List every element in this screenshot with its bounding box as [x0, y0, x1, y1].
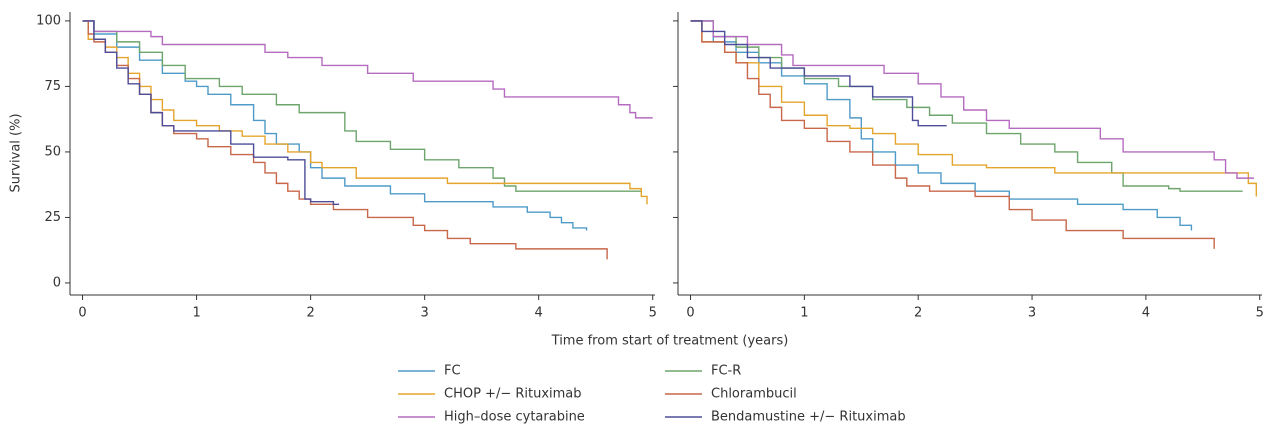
- x-tick-label: 1: [192, 306, 200, 321]
- survival-curve: [82, 20, 642, 192]
- legend-label: CHOP +/− Rituximab: [444, 387, 582, 402]
- y-axis-label: Survival (%): [9, 113, 24, 192]
- x-tick-label: 3: [1028, 306, 1036, 321]
- x-tick-label: 4: [535, 306, 543, 321]
- survival-curve: [690, 20, 1255, 179]
- y-tick-label: 75: [44, 79, 61, 94]
- x-tick-label: 5: [649, 306, 657, 321]
- x-tick-label: 4: [1142, 306, 1150, 321]
- y-tick-label: 25: [44, 210, 61, 225]
- legend-label: High–dose cytarabine: [444, 410, 585, 425]
- survival-curve: [690, 20, 1215, 249]
- x-tick-label: 1: [800, 306, 808, 321]
- survival-curve: [690, 20, 1258, 197]
- y-tick-label: 50: [44, 144, 61, 159]
- x-tick-label: 3: [421, 306, 429, 321]
- y-tick-label: 0: [53, 275, 61, 290]
- x-tick-label: 2: [914, 306, 922, 321]
- survival-curve: [82, 20, 588, 231]
- survival-curve: [82, 20, 340, 206]
- legend-label: Bendamustine +/− Rituximab: [711, 410, 906, 425]
- x-tick-label: 2: [306, 306, 314, 321]
- survival-curve: [82, 20, 608, 260]
- y-tick-label: 100: [36, 13, 61, 28]
- x-tick-label: 0: [78, 306, 86, 321]
- survival-curve: [690, 20, 947, 127]
- survival-curve: [82, 20, 648, 205]
- survival-curve: [690, 20, 1193, 231]
- legend-label: FC: [444, 364, 461, 379]
- x-tick-label: 0: [686, 306, 694, 321]
- x-axis-label: Time from start of treatment (years): [551, 334, 789, 349]
- x-tick-label: 5: [1256, 306, 1264, 321]
- survival-curve: [82, 20, 653, 119]
- legend-label: Chlorambucil: [711, 387, 797, 402]
- legend-label: FC-R: [711, 364, 741, 379]
